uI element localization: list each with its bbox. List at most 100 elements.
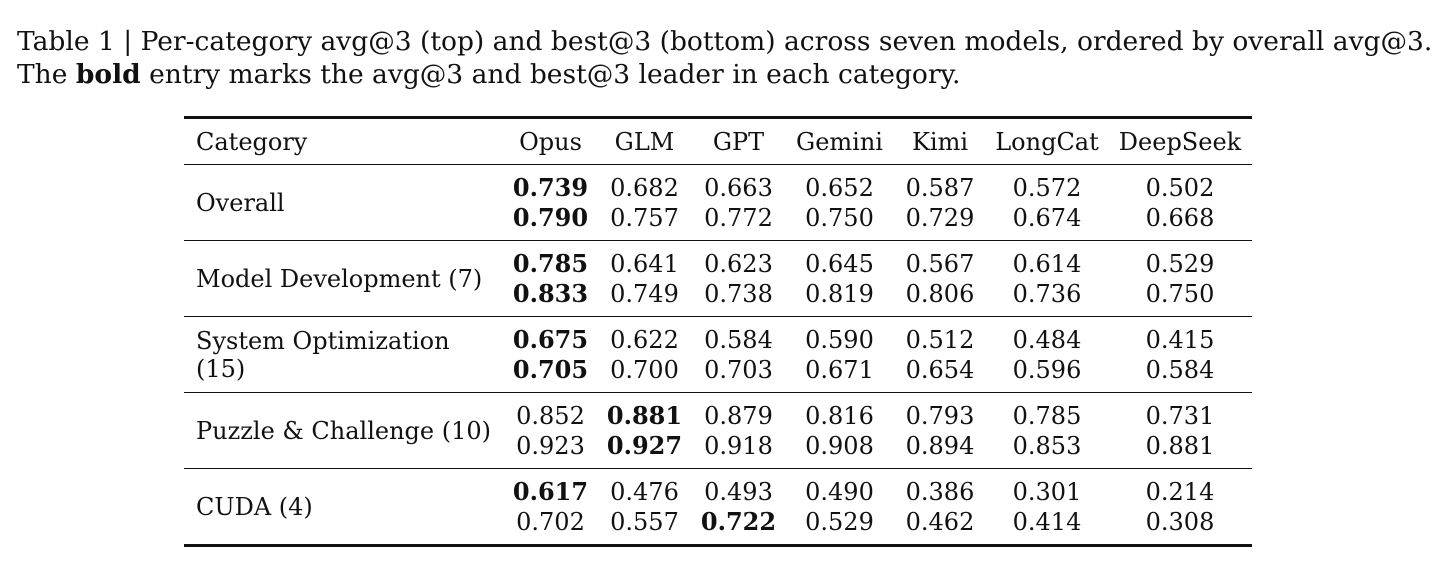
score-cell: 0.214 0.308 <box>1108 469 1252 546</box>
score-cell: 0.739 0.790 <box>504 165 597 241</box>
table-row: Model Development (7) 0.785 0.833 0.641 0.74… <box>184 241 1252 317</box>
avg-score: 0.881 <box>606 400 683 430</box>
score-cell: 0.785 0.833 <box>504 241 597 317</box>
avg-score: 0.852 <box>516 401 585 430</box>
best-score: 0.529 <box>805 507 874 536</box>
best-score: 0.918 <box>704 431 773 460</box>
avg-score: 0.675 <box>512 324 589 354</box>
best-score: 0.703 <box>704 355 773 384</box>
best-score: 0.674 <box>1012 203 1082 232</box>
score-cell: 0.386 0.462 <box>894 469 986 546</box>
best-score: 0.654 <box>905 355 975 384</box>
score-cell: 0.584 0.703 <box>692 317 785 393</box>
best-score: 0.736 <box>1012 279 1082 308</box>
column-header-model: DeepSeek <box>1118 127 1242 156</box>
avg-score: 0.622 <box>610 325 679 354</box>
best-score: 0.414 <box>1012 507 1082 536</box>
results-table: Category Opus GLM GPT Gemini Kimi LongCa… <box>184 116 1252 547</box>
category-cell: Model Development (7) <box>196 264 483 293</box>
avg-score: 0.484 <box>1012 325 1082 354</box>
results-table-wrapper: Category Opus GLM GPT Gemini Kimi LongCa… <box>184 116 1252 547</box>
best-score: 0.671 <box>805 355 874 384</box>
caption-line-1: Table 1 | Per-category avg@3 (top) and b… <box>17 26 1433 57</box>
score-cell: 0.641 0.749 <box>597 241 692 317</box>
best-score: 0.757 <box>610 203 679 232</box>
avg-score: 0.301 <box>1012 477 1082 506</box>
score-cell: 0.567 0.806 <box>894 241 986 317</box>
score-cell: 0.881 0.927 <box>597 393 692 469</box>
best-score: 0.749 <box>610 279 679 308</box>
best-score: 0.927 <box>606 430 683 460</box>
table-caption: Table 1 | Per-category avg@3 (top) and b… <box>17 25 1432 91</box>
column-header-model: Kimi <box>911 127 969 156</box>
caption-line-2-pre: The <box>17 59 76 90</box>
column-header-model: LongCat <box>995 127 1099 156</box>
avg-score: 0.645 <box>805 249 874 278</box>
column-header-model: Opus <box>519 127 582 156</box>
best-score: 0.584 <box>1145 355 1215 384</box>
best-score: 0.923 <box>516 431 585 460</box>
score-cell: 0.529 0.750 <box>1108 241 1252 317</box>
best-score: 0.806 <box>905 279 975 308</box>
column-header-model: GLM <box>614 127 675 156</box>
score-cell: 0.645 0.819 <box>785 241 894 317</box>
avg-score: 0.567 <box>905 249 975 278</box>
best-score: 0.772 <box>704 203 773 232</box>
score-cell: 0.652 0.750 <box>785 165 894 241</box>
caption-bold-word: bold <box>75 59 141 90</box>
avg-score: 0.785 <box>512 248 589 278</box>
avg-score: 0.490 <box>805 477 874 506</box>
avg-score: 0.529 <box>1145 249 1215 278</box>
avg-score: 0.493 <box>704 477 773 506</box>
score-cell: 0.484 0.596 <box>986 317 1108 393</box>
avg-score: 0.879 <box>704 401 773 430</box>
avg-score: 0.816 <box>805 401 874 430</box>
table-body: Overall 0.739 0.790 0.682 0.757 0.663 0.772 0.6… <box>184 165 1252 546</box>
score-cell: 0.793 0.894 <box>894 393 986 469</box>
score-cell: 0.682 0.757 <box>597 165 692 241</box>
avg-score: 0.502 <box>1145 173 1215 202</box>
best-score: 0.894 <box>905 431 975 460</box>
score-cell: 0.502 0.668 <box>1108 165 1252 241</box>
best-score: 0.908 <box>805 431 874 460</box>
table-row: CUDA (4) 0.617 0.702 0.476 0.557 0.493 0.722 0.… <box>184 469 1252 546</box>
avg-score: 0.512 <box>905 325 975 354</box>
category-cell: Overall <box>196 188 285 217</box>
score-cell: 0.476 0.557 <box>597 469 692 546</box>
avg-score: 0.785 <box>1012 401 1082 430</box>
score-cell: 0.587 0.729 <box>894 165 986 241</box>
avg-score: 0.663 <box>704 173 773 202</box>
column-header-category: Category <box>196 127 308 156</box>
avg-score: 0.614 <box>1012 249 1082 278</box>
score-cell: 0.572 0.674 <box>986 165 1108 241</box>
score-cell: 0.490 0.529 <box>785 469 894 546</box>
avg-score: 0.590 <box>805 325 874 354</box>
caption-line-2-post: entry marks the avg@3 and best@3 leader … <box>140 59 961 90</box>
best-score: 0.557 <box>610 507 679 536</box>
best-score: 0.668 <box>1145 203 1215 232</box>
avg-score: 0.682 <box>610 173 679 202</box>
best-score: 0.790 <box>512 202 589 232</box>
best-score: 0.702 <box>516 507 585 536</box>
score-cell: 0.590 0.671 <box>785 317 894 393</box>
score-cell: 0.816 0.908 <box>785 393 894 469</box>
score-cell: 0.617 0.702 <box>504 469 597 546</box>
table-header-row: Category Opus GLM GPT Gemini Kimi LongCa… <box>184 117 1252 165</box>
score-cell: 0.415 0.584 <box>1108 317 1252 393</box>
best-score: 0.462 <box>905 507 975 536</box>
score-cell: 0.852 0.923 <box>504 393 597 469</box>
avg-score: 0.415 <box>1145 325 1215 354</box>
best-score: 0.722 <box>700 506 777 536</box>
best-score: 0.308 <box>1145 507 1215 536</box>
avg-score: 0.652 <box>805 173 874 202</box>
avg-score: 0.214 <box>1145 477 1215 506</box>
best-score: 0.750 <box>1145 279 1215 308</box>
score-cell: 0.623 0.738 <box>692 241 785 317</box>
avg-score: 0.386 <box>905 477 975 506</box>
category-cell: Puzzle & Challenge (10) <box>196 416 491 445</box>
best-score: 0.819 <box>805 279 874 308</box>
table-row: System Optimization (15) 0.675 0.705 0.622 0… <box>184 317 1252 393</box>
avg-score: 0.572 <box>1012 173 1082 202</box>
score-cell: 0.879 0.918 <box>692 393 785 469</box>
score-cell: 0.675 0.705 <box>504 317 597 393</box>
